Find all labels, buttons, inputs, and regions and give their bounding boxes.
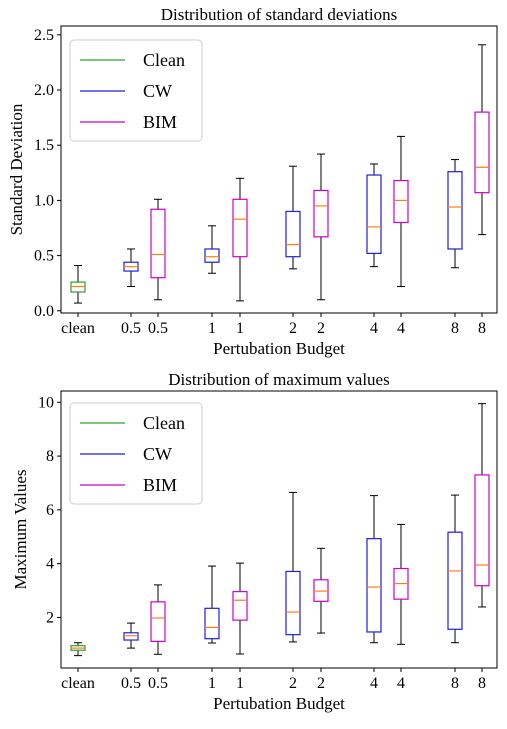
x-tick-label: 0.5 [121, 320, 141, 337]
y-tick-label: 8 [46, 448, 54, 465]
legend-label-cw: CW [143, 81, 172, 101]
chart-title: Distribution of standard deviations [161, 5, 398, 24]
box-cw-4 [366, 495, 382, 644]
legend-label-clean: Clean [143, 413, 185, 433]
box-iqr [474, 474, 490, 587]
box-clean-clean [70, 265, 86, 304]
legend-label-cw: CW [143, 444, 172, 464]
box-iqr [366, 538, 382, 633]
box-iqr [474, 111, 490, 194]
x-tick-label: 1 [236, 320, 244, 337]
box-bim-0_5 [150, 198, 166, 301]
x-tick-label: clean [61, 675, 95, 692]
box-bim-1 [232, 177, 248, 302]
box-bim-4 [393, 135, 409, 288]
x-axis-label: Pertubation Budget [213, 694, 345, 713]
y-axis-label: Maximum Values [11, 469, 30, 589]
box-bim-8 [474, 403, 490, 608]
plot-frame [60, 25, 498, 314]
x-tick-label: 0.5 [148, 320, 168, 337]
y-tick-label: 10 [38, 394, 54, 411]
legend: Clean CW BIM [69, 402, 203, 505]
y-tick-label: 4 [46, 556, 54, 573]
chart-panel-1: Distribution of standard deviations 0.0 0.… [7, 5, 498, 358]
y-tick-label: 2.0 [34, 82, 54, 99]
box-bim-0_5 [150, 584, 166, 655]
x-tick-label: 2 [317, 320, 325, 337]
x-tick-label: 2 [289, 675, 297, 692]
box-bim-2 [313, 153, 329, 301]
box-bim-2 [313, 547, 329, 634]
y-tick-label: 0.0 [34, 303, 54, 320]
y-tick-label: 1.0 [34, 192, 54, 209]
x-tick-label: 4 [370, 320, 378, 337]
x-tick-label: 1 [208, 320, 216, 337]
plot-frame [60, 390, 498, 669]
box-cw-0_5 [123, 622, 139, 649]
y-axis-label: Standard Deviation [7, 103, 26, 235]
box-cw-4 [366, 163, 382, 268]
legend: Clean CW BIM [69, 39, 203, 142]
box-iqr [393, 179, 409, 224]
box-cw-2 [285, 491, 301, 643]
box-iqr [123, 632, 139, 641]
box-iqr [232, 198, 248, 258]
box-cw-2 [285, 165, 301, 270]
chart-title: Distribution of maximum values [168, 370, 389, 389]
chart-panel-2: Distribution of maximum values 2 4 6 8 10 clea… [11, 370, 498, 713]
box-iqr [204, 248, 220, 263]
box-cw-0_5 [123, 248, 139, 288]
box-iqr [204, 607, 220, 640]
box-clean-clean [70, 642, 86, 657]
x-tick-label: 4 [397, 320, 405, 337]
x-tick-label: 2 [317, 675, 325, 692]
legend-label-bim: BIM [143, 112, 177, 132]
box-cw-8 [447, 159, 463, 269]
x-tick-label: 8 [478, 675, 486, 692]
y-tick-label: 0.5 [34, 248, 54, 265]
box-iqr [447, 171, 463, 250]
box-bim-4 [393, 523, 409, 645]
box-iqr [285, 570, 301, 636]
x-tick-label: 2 [289, 320, 297, 337]
x-tick-label: 8 [451, 675, 459, 692]
box-cw-1 [204, 225, 220, 274]
x-tick-label: 4 [370, 675, 378, 692]
legend-box [69, 402, 203, 505]
x-tick-label: 1 [236, 675, 244, 692]
x-tick-label: 8 [478, 320, 486, 337]
box-iqr [150, 601, 166, 642]
box-iqr [232, 591, 248, 621]
y-tick-label: 2 [46, 609, 54, 626]
x-tick-label: 0.5 [121, 675, 141, 692]
box-cw-8 [447, 494, 463, 644]
x-tick-label: 1 [208, 675, 216, 692]
x-tick-label: clean [61, 320, 95, 337]
legend-box [69, 39, 203, 142]
legend-label-bim: BIM [143, 475, 177, 495]
x-tick-label: 8 [451, 320, 459, 337]
legend-label-clean: Clean [143, 50, 185, 70]
x-tick-label: 4 [397, 675, 405, 692]
box-bim-1 [232, 562, 248, 655]
box-iqr [366, 174, 382, 254]
y-tick-label: 2.5 [34, 27, 54, 44]
box-iqr [313, 189, 329, 238]
box-iqr [285, 210, 301, 258]
y-tick-label: 6 [46, 502, 54, 519]
box-cw-1 [204, 565, 220, 644]
box-iqr [150, 208, 166, 279]
x-tick-label: 0.5 [148, 675, 168, 692]
box-iqr [447, 531, 463, 630]
y-tick-label: 1.5 [34, 137, 54, 154]
box-bim-8 [474, 44, 490, 236]
x-axis-label: Pertubation Budget [213, 339, 345, 358]
